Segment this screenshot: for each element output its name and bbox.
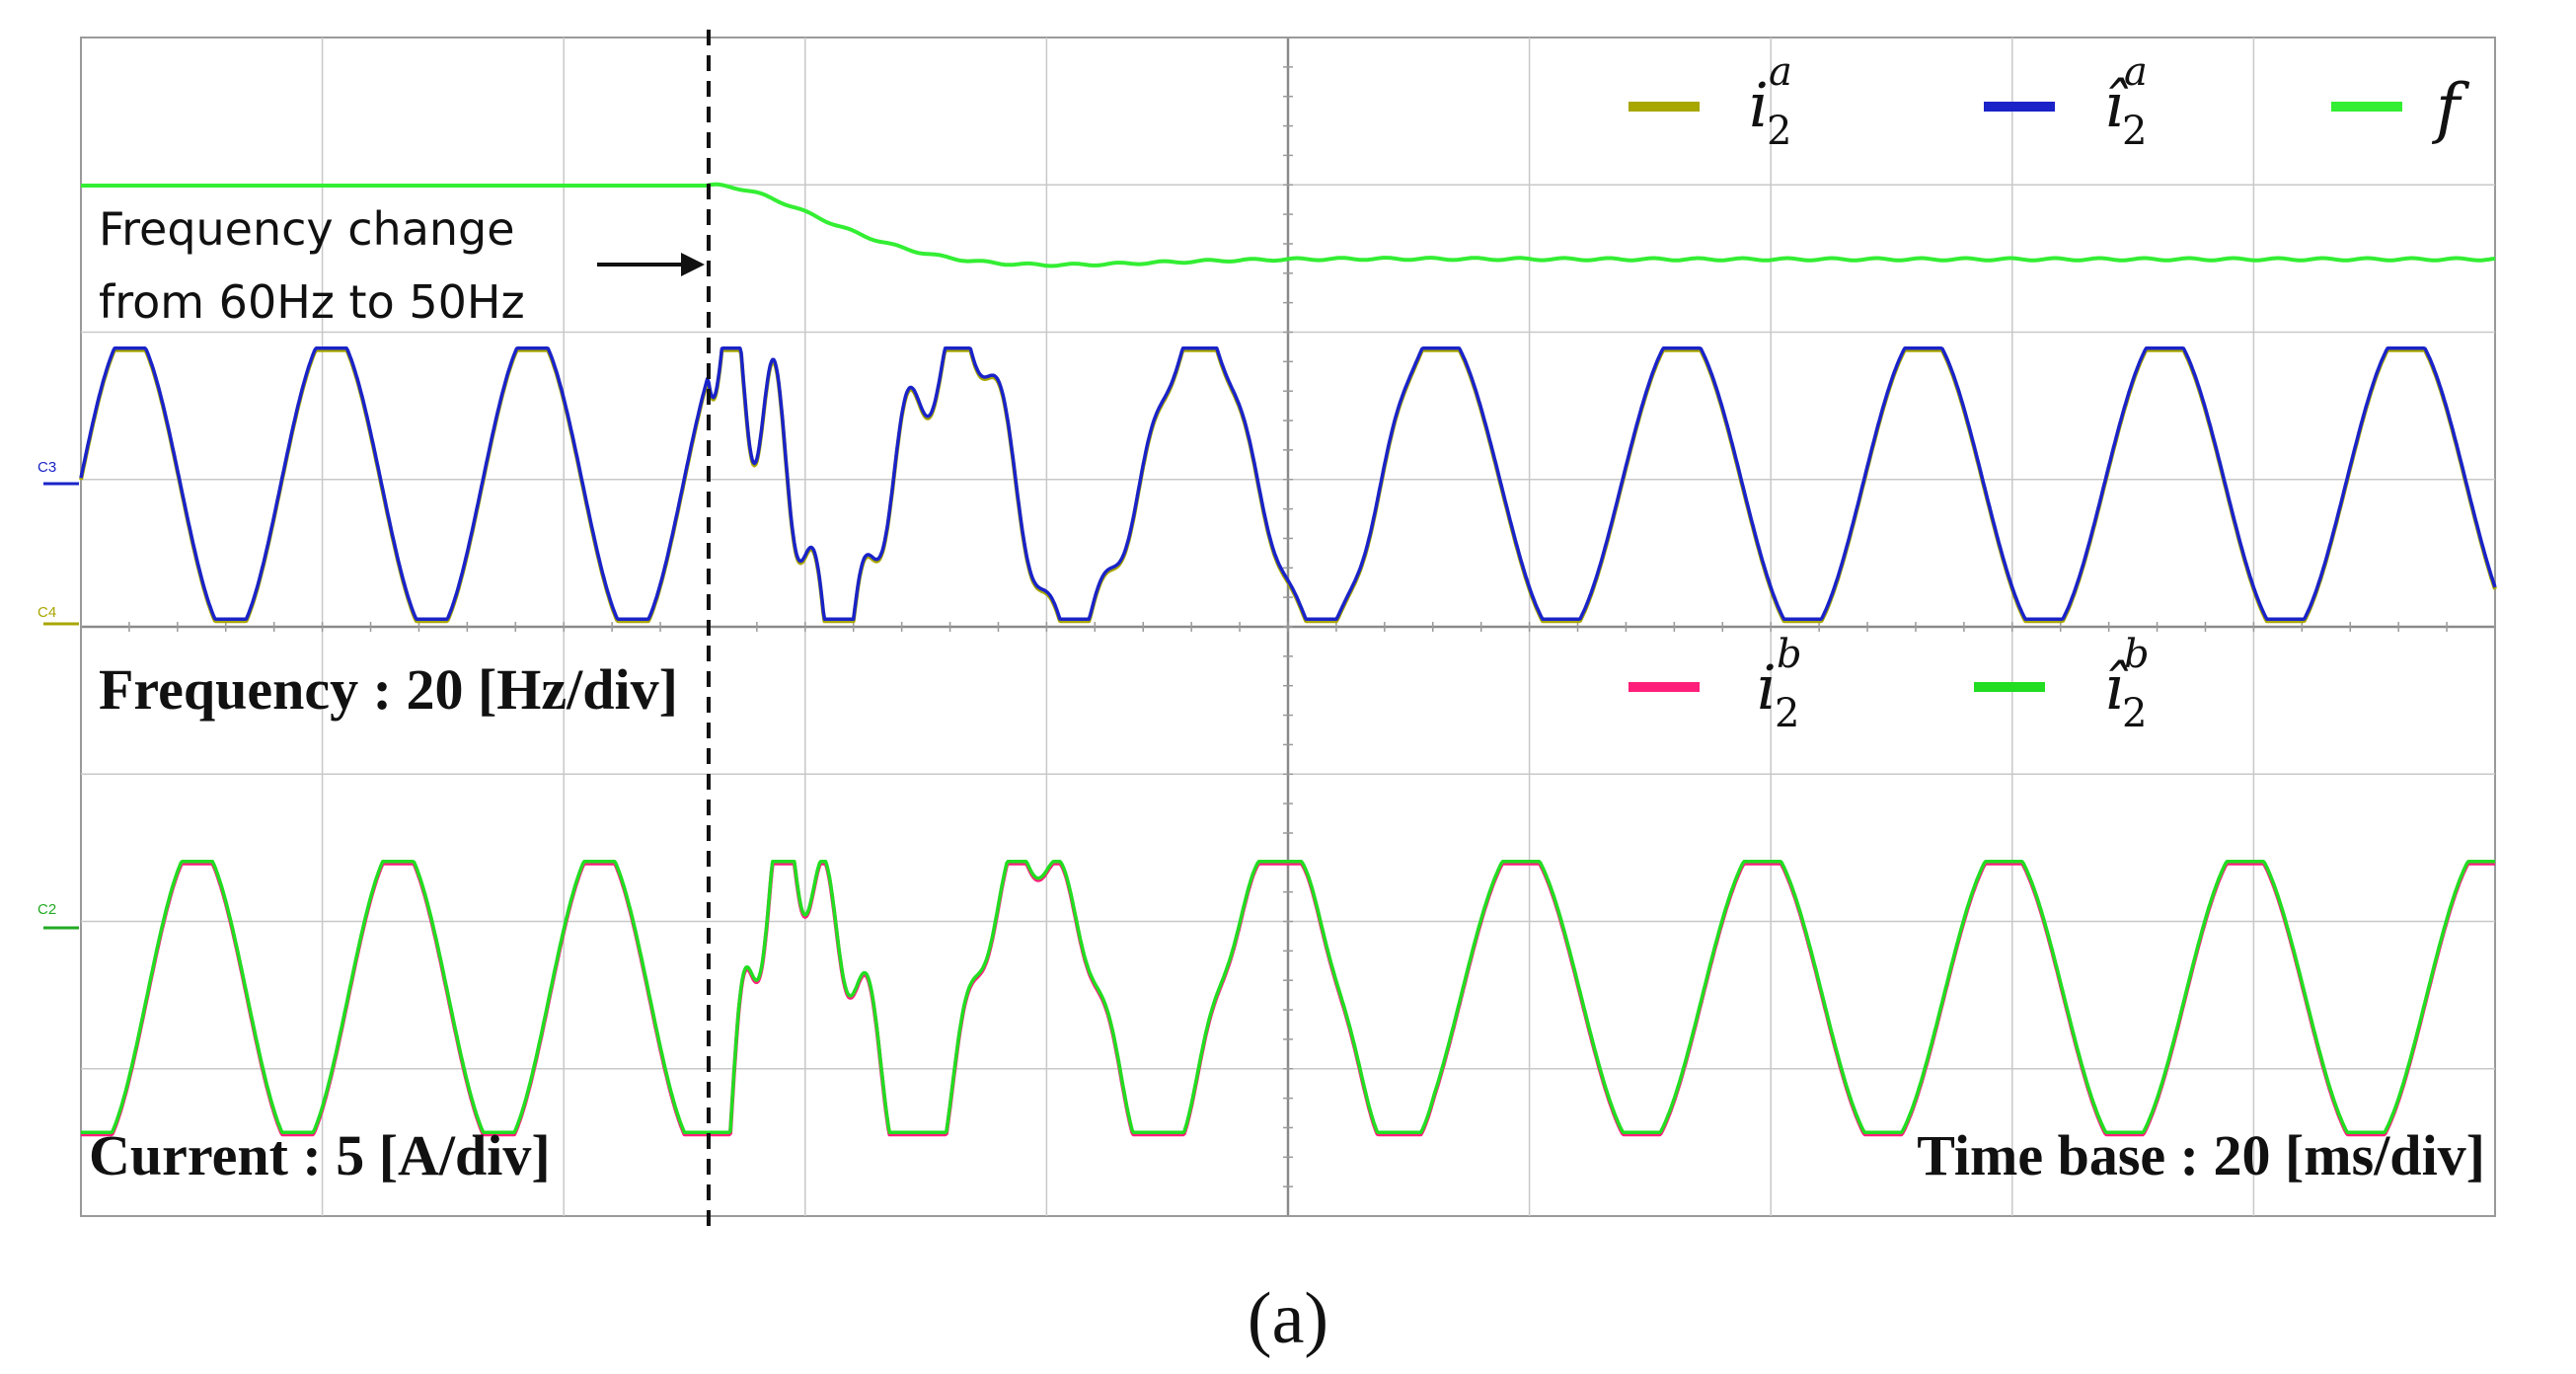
channel-marker-c2: C2: [38, 901, 56, 918]
legend-item-i2b: i 2 b: [1629, 632, 1802, 736]
svg-text:b: b: [1777, 632, 1802, 677]
figure-caption: (a): [1248, 1278, 1328, 1359]
time-base-label: Time base : 20 [ms/div]: [1917, 1123, 2485, 1187]
event-arrow-head: [681, 253, 705, 276]
svg-text:a: a: [2124, 49, 2148, 95]
svg-text:a: a: [1769, 49, 1792, 95]
svg-text:i: i: [1757, 651, 1777, 724]
legend-item-i2a: i 2 a: [1629, 49, 1792, 154]
legend-item-i2a-hat: î 2 a: [1984, 49, 2148, 154]
trace-frequency-f: [80, 182, 2496, 268]
svg-text:2: 2: [1775, 691, 1799, 736]
chart-legend: i 2 a î 2 a f i 2 b î 2 b: [1629, 49, 2470, 736]
channel-marker-c4: C4: [38, 604, 56, 621]
event-annotation: Frequency change from 60Hz to 50Hz: [99, 202, 705, 329]
trace-i2b-hat: [80, 859, 2496, 1135]
waveform-traces: [79, 182, 2497, 1137]
legend-item-i2b-hat: î 2 b: [1974, 632, 2150, 736]
grid-minor-ticks: [80, 37, 2496, 1217]
frequency-scale-label: Frequency : 20 [Hz/div]: [99, 657, 678, 722]
svg-text:2: 2: [2122, 109, 2147, 154]
event-text-line2: from 60Hz to 50Hz: [99, 275, 525, 329]
channel-markers: C3 C4 C2: [38, 459, 79, 930]
svg-text:2: 2: [2122, 691, 2147, 736]
svg-text:b: b: [2124, 632, 2150, 677]
current-scale-label: Current : 5 [A/div]: [89, 1123, 551, 1187]
svg-text:i: i: [1749, 69, 1769, 141]
svg-text:2: 2: [1767, 109, 1791, 154]
trace-i2a-hat: [79, 345, 2497, 622]
event-text-line1: Frequency change: [99, 202, 515, 256]
channel-marker-c3: C3: [38, 459, 56, 476]
